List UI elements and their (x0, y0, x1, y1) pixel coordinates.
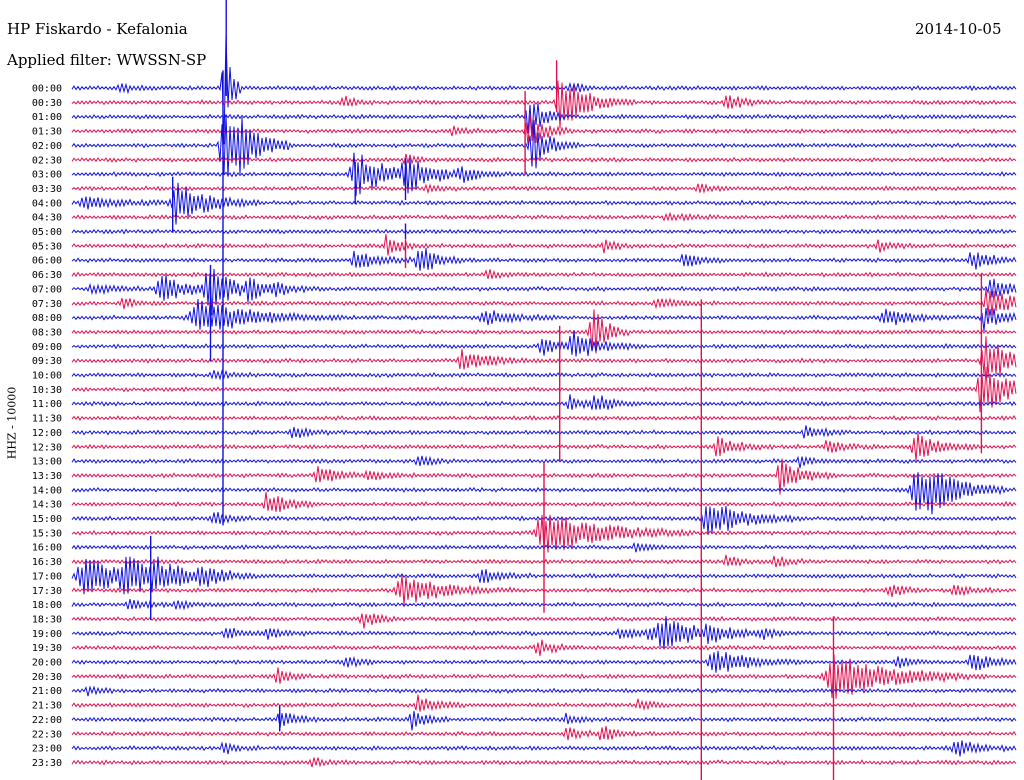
trace-row-1900 (71, 616, 1017, 650)
row-time-label: 15:00 (32, 514, 62, 525)
row-time-label: 17:30 (32, 586, 62, 597)
trace-row-0330 (71, 183, 1017, 195)
trace-row-2030 (71, 654, 1017, 699)
row-time-label: 17:00 (32, 571, 62, 582)
row-time-label: 03:30 (32, 184, 62, 195)
trace-row-0030 (71, 80, 1017, 129)
row-time-label: 19:30 (32, 643, 62, 654)
trace-row-2230 (71, 725, 1017, 741)
trace-row-2100 (71, 685, 1017, 697)
row-time-label: 22:00 (32, 715, 62, 726)
trace-row-0130 (71, 114, 1017, 146)
row-time-label: 10:30 (32, 385, 62, 396)
row-time-label: 03:00 (32, 170, 62, 181)
trace-row-0500 (71, 228, 1017, 235)
row-time-label: 12:00 (32, 428, 62, 439)
row-time-label: 14:00 (32, 485, 62, 496)
trace-row-0600 (71, 247, 1017, 271)
row-time-label: 21:30 (32, 701, 62, 712)
trace-row-0300 (71, 152, 1017, 197)
trace-row-0100 (71, 103, 1017, 136)
trace-row-1930 (71, 639, 1017, 657)
trace-row-1030 (71, 366, 1017, 413)
row-time-label: 20:00 (32, 658, 62, 669)
row-time-label: 11:00 (32, 399, 62, 410)
row-time-label: 16:00 (32, 543, 62, 554)
trace-row-0700 (71, 268, 1017, 316)
row-time-label: 13:30 (32, 471, 62, 482)
trace-row-0200 (71, 114, 1017, 177)
trace-row-2330 (71, 757, 1017, 768)
row-time-label: 00:00 (32, 84, 62, 95)
row-time-label: 02:30 (32, 155, 62, 166)
row-time-label: 02:00 (32, 141, 62, 152)
trace-row-0000 (71, 33, 1017, 145)
row-time-label: 05:00 (32, 227, 62, 238)
row-time-label: 19:00 (32, 629, 62, 640)
row-time-label: 05:30 (32, 241, 62, 252)
row-time-label: 23:30 (32, 758, 62, 769)
row-time-label: 10:00 (32, 371, 62, 382)
station-title: HP Fiskardo - Kefalonia (7, 20, 188, 38)
row-time-label: 18:00 (32, 600, 62, 611)
row-time-label: 21:00 (32, 686, 62, 697)
trace-row-0430 (71, 211, 1017, 222)
trace-row-1000 (71, 369, 1017, 381)
trace-row-2300 (71, 740, 1017, 757)
filter-label: Applied filter: WWSSN-SP (7, 51, 207, 69)
row-time-label: 22:30 (32, 729, 62, 740)
row-time-label: 00:30 (32, 98, 62, 109)
trace-row-1830 (71, 613, 1017, 629)
row-time-label: 18:30 (32, 614, 62, 625)
row-time-label: 08:00 (32, 313, 62, 324)
trace-row-0230 (71, 153, 1017, 166)
row-time-label: 20:30 (32, 672, 62, 683)
row-time-label: 12:30 (32, 442, 62, 453)
trace-row-2130 (71, 694, 1017, 712)
date-label: 2014-10-05 (915, 20, 1002, 38)
row-time-label: 11:30 (32, 414, 62, 425)
row-time-label: 09:00 (32, 342, 62, 353)
trace-row-2200 (71, 710, 1017, 731)
trace-row-1230 (71, 433, 1017, 461)
row-time-label: 04:00 (32, 198, 62, 209)
trace-row-0900 (71, 329, 1017, 357)
row-time-label: 13:00 (32, 457, 62, 468)
trace-row-0930 (71, 336, 1017, 378)
row-time-label: 08:30 (32, 327, 62, 338)
trace-row-0530 (71, 234, 1017, 256)
row-time-label: 06:30 (32, 270, 62, 281)
row-time-label: 09:30 (32, 356, 62, 367)
row-time-label: 04:30 (32, 213, 62, 224)
trace-row-0830 (71, 309, 1017, 354)
row-time-label: 07:00 (32, 284, 62, 295)
row-time-label: 01:30 (32, 127, 62, 138)
trace-row-0730 (71, 289, 1017, 316)
row-time-label: 14:30 (32, 500, 62, 511)
trace-row-2000 (71, 650, 1017, 673)
row-time-label: 15:30 (32, 528, 62, 539)
trace-row-0800 (71, 298, 1017, 332)
row-time-label: 07:30 (32, 299, 62, 310)
trace-row-1200 (71, 425, 1017, 439)
row-time-label: 06:00 (32, 256, 62, 267)
trace-row-1100 (71, 394, 1017, 410)
row-time-label: 16:30 (32, 557, 62, 568)
trace-row-1130 (71, 414, 1017, 422)
trace-row-0630 (71, 269, 1017, 280)
row-time-label: 01:00 (32, 112, 62, 123)
trace-row-0400 (71, 182, 1017, 225)
row-time-label: 23:00 (32, 744, 62, 755)
